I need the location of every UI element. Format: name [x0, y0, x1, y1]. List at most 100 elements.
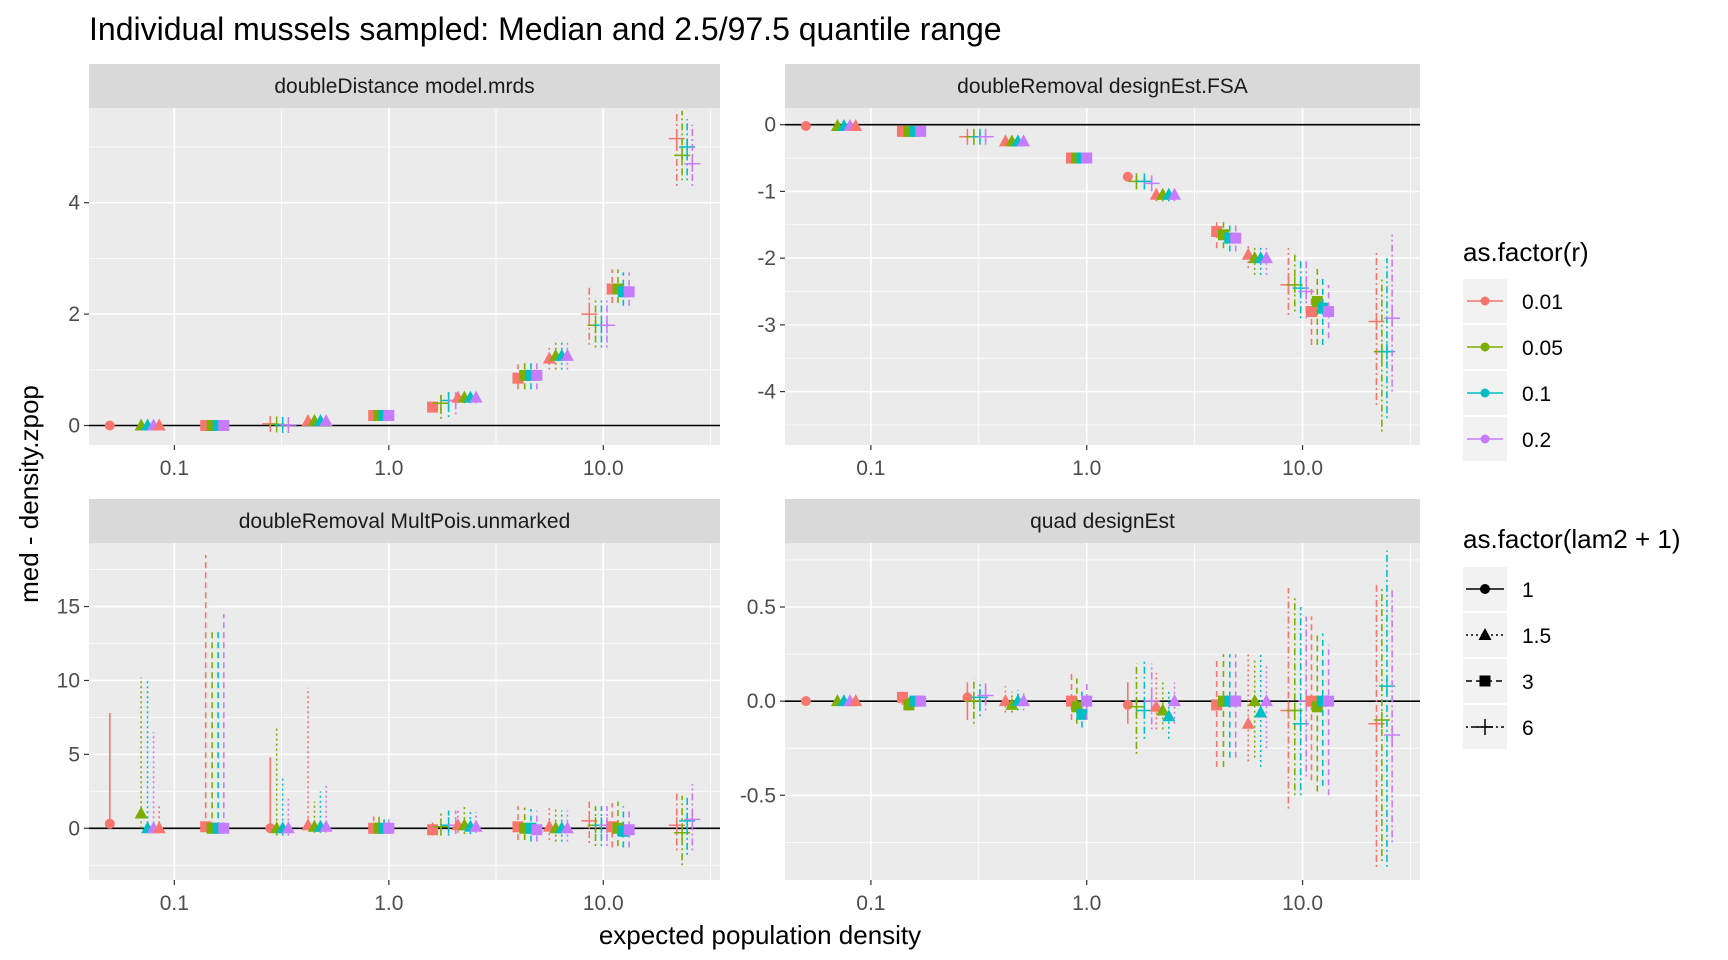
point-marker [1323, 695, 1335, 707]
point-marker [581, 306, 598, 323]
point-marker [1162, 709, 1176, 722]
panel-title: doubleRemoval designEst.FSA [957, 75, 1248, 98]
point-marker [896, 691, 908, 703]
data-point [617, 806, 629, 848]
data-point [281, 798, 295, 836]
data-point [1323, 284, 1335, 339]
point-marker [1230, 232, 1242, 244]
data-point [519, 807, 531, 841]
y-tick-label: 0.5 [747, 596, 776, 619]
point-marker [212, 420, 224, 432]
legend-label: 0.2 [1522, 429, 1551, 452]
point-marker [1122, 699, 1133, 710]
point-marker [1254, 705, 1268, 718]
point-marker [1323, 306, 1335, 318]
x-tick-label: 1.0 [1072, 892, 1101, 915]
point-marker [800, 696, 811, 707]
data-point [1217, 654, 1229, 768]
panel-background [89, 108, 720, 445]
data-point [1317, 633, 1329, 786]
y-tick-label: -4 [757, 381, 776, 404]
point-marker [383, 822, 395, 834]
data-point [849, 694, 863, 707]
point-marker [1143, 693, 1160, 710]
data-point [1128, 663, 1145, 754]
y-tick-label: 0 [68, 817, 80, 840]
panel-strip [785, 64, 1420, 108]
data-point [383, 819, 395, 834]
data-point [800, 121, 811, 132]
data-point [525, 361, 537, 390]
panel-4: quad designEst 0.5 0.0 -0.5 0.1 1.0 10.0 [740, 499, 1420, 915]
legend-shape-item: 1 [1463, 567, 1534, 611]
point-marker [1136, 173, 1153, 190]
data-point [1311, 633, 1323, 792]
point-marker [525, 822, 537, 834]
x-axis-title: expected population density [599, 920, 921, 950]
data-point [849, 119, 863, 132]
data-point [1122, 171, 1133, 182]
legend-color-item: 0.05 [1463, 325, 1563, 369]
point-marker [218, 822, 230, 834]
y-tick-label: 5 [68, 743, 80, 766]
point-marker [218, 420, 230, 432]
legend-color-item: 0.1 [1463, 371, 1551, 415]
data-point [512, 806, 524, 841]
y-tick-label: 15 [57, 596, 80, 619]
data-point [206, 420, 218, 432]
data-point [1162, 691, 1176, 739]
data-point [560, 810, 574, 842]
data-point [1081, 152, 1093, 164]
data-point [512, 364, 524, 390]
data-point [206, 628, 218, 834]
data-point [617, 272, 629, 306]
point-marker [1211, 225, 1223, 237]
data-point [1005, 691, 1019, 713]
panel-strip [89, 64, 720, 108]
point-marker [104, 818, 115, 829]
legend-label: 6 [1522, 717, 1534, 740]
data-point [1259, 244, 1273, 275]
data-point [684, 124, 701, 186]
point-marker [800, 121, 811, 132]
data-point [1156, 682, 1170, 730]
point-marker [519, 822, 531, 834]
point-marker [1081, 695, 1093, 707]
y-tick-label: 0.0 [747, 690, 776, 713]
point-marker [469, 390, 483, 403]
point-marker [427, 824, 439, 836]
data-point [1384, 234, 1401, 392]
point-marker [206, 822, 218, 834]
legend-label: 0.05 [1522, 337, 1563, 360]
data-point [319, 414, 333, 427]
panel-background [785, 543, 1420, 880]
legend-key-shape [1480, 584, 1490, 594]
panel-2: doubleRemoval designEst.FSA 0 -1 -2 -3 -4 0.1 1… [757, 64, 1420, 480]
y-tick-label: -0.5 [740, 784, 776, 807]
point-marker [1071, 701, 1083, 713]
point-marker [1241, 247, 1255, 260]
legend-shape-title: as.factor(lam2 + 1) [1463, 524, 1680, 554]
point-marker [1224, 695, 1236, 707]
point-marker [206, 420, 218, 432]
data-point [915, 125, 927, 137]
data-point [200, 554, 212, 833]
y-tick-label: 2 [68, 303, 80, 326]
panel-background [785, 108, 1420, 445]
point-marker [512, 372, 524, 384]
data-point [218, 613, 230, 834]
point-marker [1156, 703, 1170, 716]
y-tick-label: 4 [68, 192, 80, 215]
data-point [1149, 672, 1163, 730]
data-point [1241, 654, 1255, 762]
point-marker [909, 125, 921, 137]
y-tick-label: 0 [764, 114, 776, 137]
point-marker [1065, 695, 1077, 707]
data-point [519, 361, 531, 390]
point-marker [903, 125, 915, 137]
data-point [1143, 663, 1160, 730]
data-point [383, 409, 395, 421]
data-point [896, 125, 908, 137]
data-point [1230, 221, 1242, 252]
data-point [1081, 682, 1093, 720]
